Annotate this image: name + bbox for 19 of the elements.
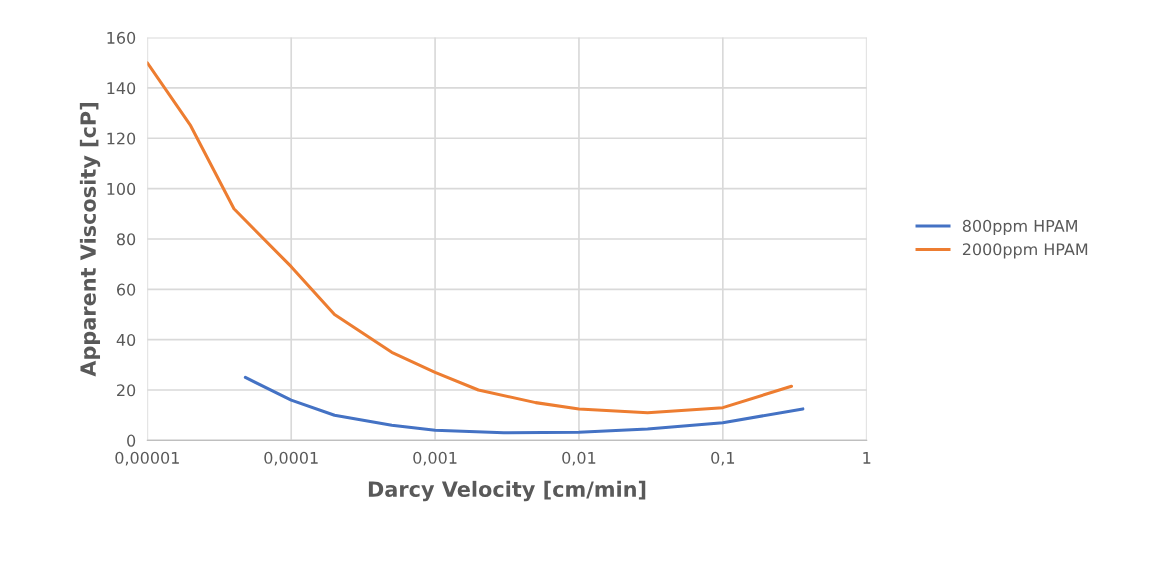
y-tick-label: 40 (116, 333, 136, 346)
legend-label: 800ppm HPAM (962, 219, 1077, 235)
y-axis-title: Apparent Viscosity [cP] (79, 103, 101, 377)
y-tick-label: 100 (107, 182, 136, 195)
y-tick-label: 160 (107, 31, 136, 44)
y-tick-label: 0 (127, 434, 136, 447)
x-tick-label: 0,001 (413, 451, 457, 466)
x-tick-label: 0,00001 (115, 451, 179, 466)
y-tick-label: 140 (107, 82, 136, 95)
y-tick-label: 20 (117, 384, 136, 397)
x-tick-label: 1 (863, 451, 871, 464)
x-axis-title: Darcy Velocity [cm/min] (368, 480, 646, 502)
y-tick-label: 120 (107, 132, 136, 145)
y-tick-label: 80 (116, 233, 136, 246)
x-tick-label: 0,0001 (264, 451, 318, 466)
x-tick-label: 0,1 (711, 451, 735, 466)
y-tick-label: 60 (117, 283, 136, 296)
x-tick-label: 0,01 (562, 451, 596, 466)
legend-label: 2000ppm HPAM (962, 243, 1088, 259)
